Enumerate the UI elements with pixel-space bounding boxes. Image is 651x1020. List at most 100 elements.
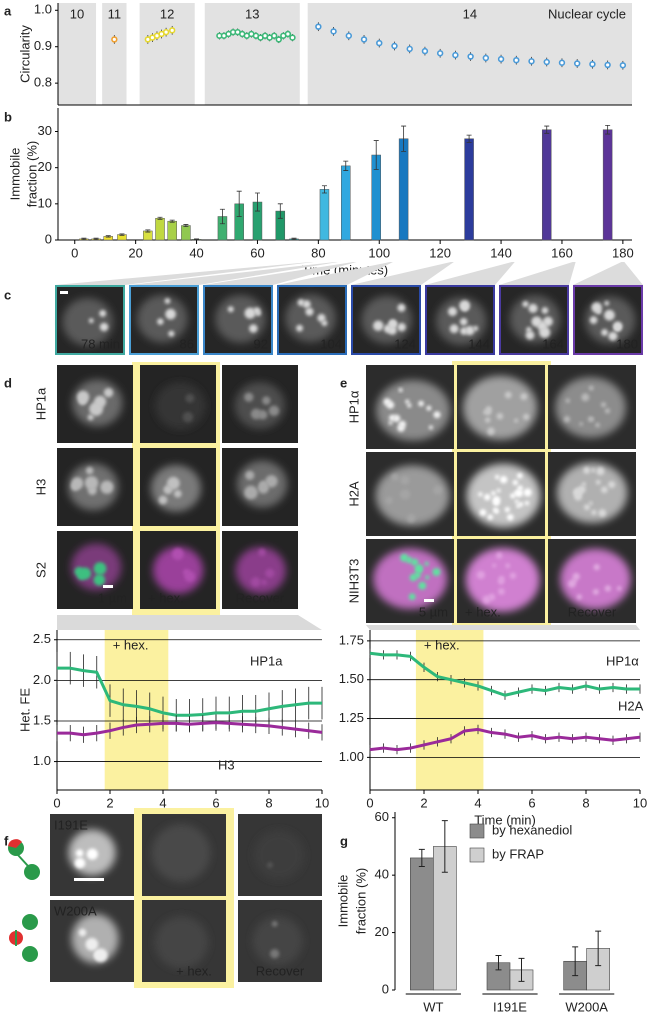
chromatin-focus bbox=[408, 593, 416, 601]
chromatin-focus bbox=[595, 422, 600, 428]
error-bar bbox=[418, 848, 425, 868]
scale-bar bbox=[103, 585, 113, 588]
cycle-label: 11 bbox=[108, 6, 122, 21]
chromatin-focus bbox=[93, 574, 106, 586]
data-point bbox=[604, 61, 611, 69]
data-point bbox=[111, 36, 118, 43]
chromatin-focus bbox=[524, 500, 530, 506]
error-bar bbox=[119, 233, 125, 236]
chromatin-focus bbox=[74, 857, 86, 869]
nucleus bbox=[235, 547, 286, 594]
y-axis-label: Het. FE bbox=[17, 688, 32, 732]
chromatin-focus bbox=[496, 488, 501, 493]
error-bar bbox=[277, 203, 283, 219]
chromatin-focus bbox=[517, 485, 523, 491]
data-point bbox=[543, 58, 550, 66]
chromatin-focus bbox=[397, 303, 406, 312]
chromatin-focus bbox=[496, 412, 504, 420]
legend-label: by hexanediol bbox=[492, 822, 572, 837]
chromatin-focus bbox=[397, 322, 406, 332]
chromatin-focus bbox=[531, 316, 542, 327]
x-tick-label: 100 bbox=[368, 245, 390, 260]
chromatin-focus bbox=[595, 479, 601, 485]
chromatin-focus bbox=[100, 480, 114, 494]
x-tick-label: 2 bbox=[420, 795, 427, 810]
data-point bbox=[589, 60, 596, 68]
annotation: + hex. bbox=[113, 637, 149, 652]
error-bar bbox=[441, 820, 448, 873]
row-label: NIH3T3 bbox=[346, 559, 361, 604]
chromatin-focus bbox=[94, 951, 103, 959]
chromatin-focus bbox=[245, 470, 255, 480]
y-axis-label: fraction (%) bbox=[24, 141, 39, 207]
chromatin-focus bbox=[173, 489, 182, 498]
chromatin-focus bbox=[589, 501, 593, 506]
construct-label: W200A bbox=[54, 903, 97, 918]
data-point bbox=[421, 47, 429, 55]
chromatin-focus bbox=[85, 937, 99, 951]
time-connector bbox=[425, 262, 515, 285]
chromatin-focus bbox=[268, 405, 280, 417]
chromatin-focus bbox=[563, 416, 571, 423]
chromatin-focus bbox=[168, 330, 175, 337]
error-bar bbox=[93, 237, 99, 241]
bar bbox=[410, 857, 434, 991]
chromatin-focus bbox=[433, 485, 443, 495]
y-tick-label: 1.25 bbox=[339, 710, 364, 725]
chromatin-focus bbox=[577, 485, 586, 494]
chromatin-focus bbox=[572, 578, 577, 583]
series-label: H3 bbox=[218, 757, 235, 772]
row-label: H3 bbox=[33, 479, 48, 496]
error-bar bbox=[81, 237, 87, 241]
chromatin-focus bbox=[77, 571, 86, 581]
data-line bbox=[369, 727, 641, 752]
cycle-label: 13 bbox=[245, 6, 259, 21]
chromatin-focus bbox=[496, 552, 503, 559]
connector bbox=[366, 625, 640, 630]
chromatin-focus bbox=[587, 416, 594, 422]
chromatin-focus bbox=[565, 398, 571, 403]
x-tick-label: 80 bbox=[311, 245, 325, 260]
chromatin-focus bbox=[424, 561, 429, 566]
chromatin-focus bbox=[601, 329, 609, 336]
panel-letter: f bbox=[4, 833, 9, 848]
error-bar bbox=[605, 124, 611, 135]
chromatin-focus bbox=[373, 320, 384, 332]
data-point bbox=[513, 56, 520, 64]
chromatin-focus bbox=[250, 577, 261, 587]
chromatin-focus bbox=[400, 553, 409, 562]
chromatin-focus bbox=[487, 514, 494, 520]
chromatin-focus bbox=[498, 575, 505, 582]
y-tick-label: 20 bbox=[38, 159, 52, 174]
chromatin-focus bbox=[270, 949, 280, 959]
scale-bar bbox=[60, 291, 68, 294]
chromatin-focus bbox=[86, 848, 98, 860]
y-axis-label: Immobile bbox=[7, 148, 22, 201]
data-point bbox=[573, 60, 581, 67]
chromatin-focus bbox=[600, 401, 607, 408]
image-frame bbox=[425, 285, 495, 355]
y-tick-label: 2.0 bbox=[33, 672, 51, 687]
nucleus bbox=[155, 382, 206, 430]
bar bbox=[167, 220, 177, 241]
chromatin-focus bbox=[581, 393, 590, 402]
nucleus bbox=[151, 824, 211, 882]
panel-letter: g bbox=[340, 833, 348, 848]
data-point bbox=[376, 39, 383, 47]
bar bbox=[464, 138, 474, 241]
chromatin-focus bbox=[399, 489, 411, 500]
chromatin-focus bbox=[388, 421, 393, 425]
chromatin-focus bbox=[484, 417, 491, 423]
image-frame bbox=[499, 285, 569, 355]
protein-icon bbox=[8, 839, 40, 962]
chromatin-focus bbox=[433, 411, 441, 419]
recovery-label: Recover bbox=[568, 604, 617, 619]
data-line bbox=[369, 651, 640, 697]
cycle-label: 12 bbox=[160, 6, 174, 21]
chromatin-focus bbox=[244, 307, 256, 319]
chromatin-focus bbox=[483, 493, 491, 501]
error-bar bbox=[595, 930, 602, 967]
chromatin-focus bbox=[71, 477, 84, 490]
chromatin-focus bbox=[265, 568, 275, 578]
error-bar bbox=[544, 125, 550, 134]
